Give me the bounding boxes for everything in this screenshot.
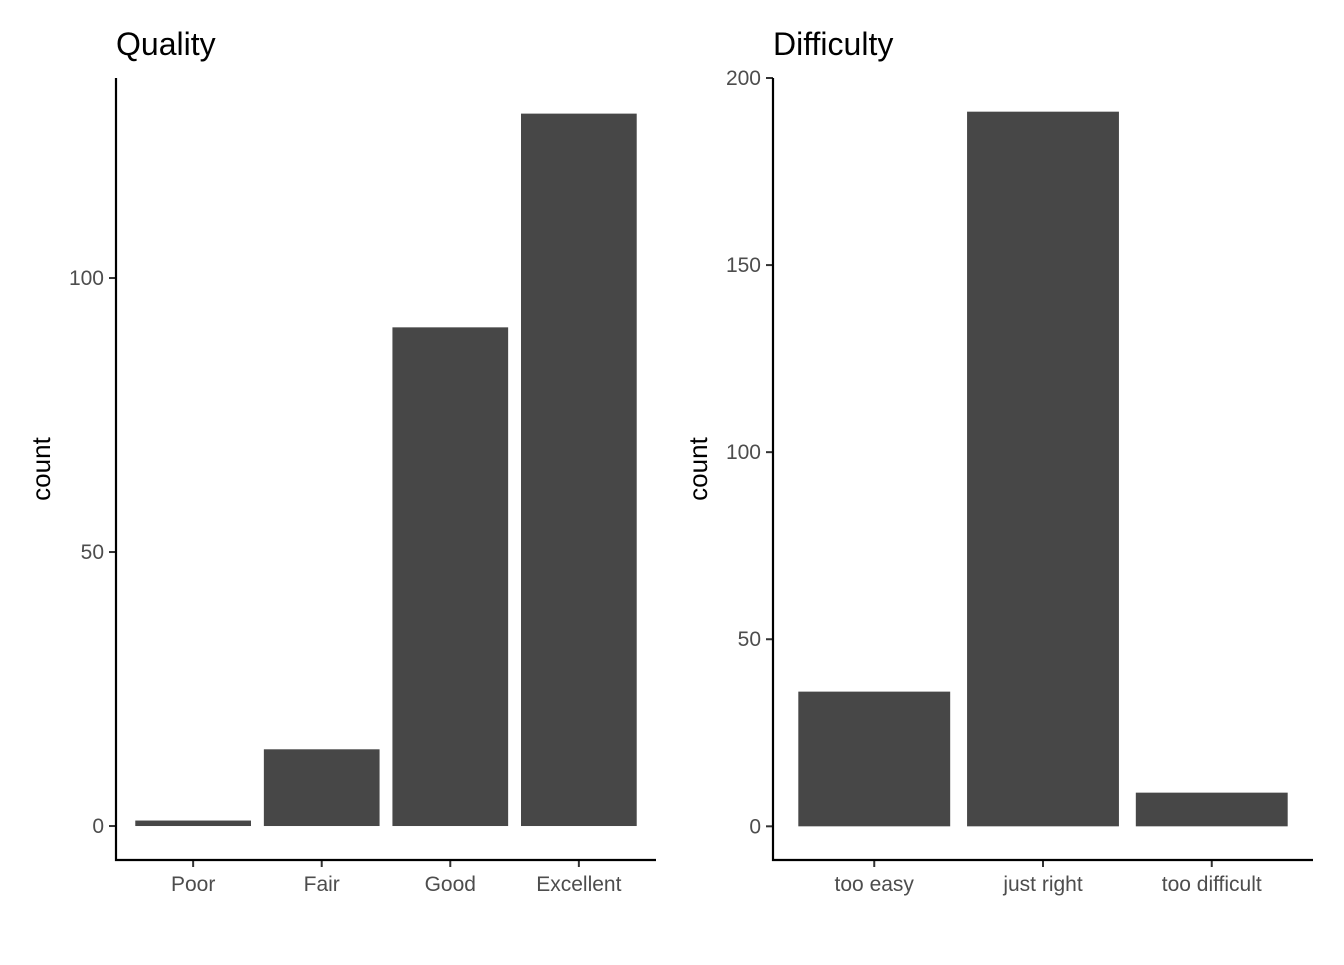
quality-x-ticks: Poor Fair Good Excellent bbox=[171, 860, 622, 896]
quality-axes bbox=[114, 78, 656, 862]
difficulty-y-tick-label: 100 bbox=[726, 441, 761, 464]
difficulty-bar-too-easy bbox=[798, 691, 951, 827]
quality-title: Quality bbox=[116, 26, 216, 62]
quality-y-tick-label: 100 bbox=[69, 267, 104, 290]
quality-y-axis-label: count bbox=[26, 436, 56, 500]
quality-y-tick-label: 50 bbox=[81, 541, 104, 564]
difficulty-x-ticks: too easy just right too difficult bbox=[835, 860, 1262, 896]
quality-y-ticks: 0 50 100 bbox=[69, 267, 116, 838]
difficulty-y-tick-label: 0 bbox=[749, 815, 761, 838]
quality-bar-good bbox=[392, 327, 509, 827]
difficulty-axes bbox=[771, 78, 1313, 862]
quality-x-tick-label-poor: Poor bbox=[171, 873, 215, 896]
difficulty-y-ticks: 0 50 100 150 200 bbox=[726, 67, 773, 838]
difficulty-y-axis-label: count bbox=[683, 436, 713, 500]
quality-y-tick-label: 0 bbox=[92, 815, 104, 838]
quality-x-tick-label-fair: Fair bbox=[304, 873, 340, 896]
difficulty-bars bbox=[798, 111, 1288, 827]
quality-x-tick-label-excellent: Excellent bbox=[536, 873, 621, 896]
difficulty-y-tick-label: 150 bbox=[726, 254, 761, 277]
quality-bar-poor bbox=[135, 820, 251, 827]
difficulty-panel: Difficulty count 0 50 100 150 200 too easy ju… bbox=[683, 26, 1313, 896]
quality-bar-excellent bbox=[521, 113, 637, 827]
quality-bar-fair bbox=[263, 749, 380, 827]
quality-x-tick-label-good: Good bbox=[425, 873, 476, 896]
difficulty-y-tick-label: 200 bbox=[726, 67, 761, 90]
difficulty-bar-too-difficult bbox=[1135, 792, 1288, 827]
difficulty-y-tick-label: 50 bbox=[738, 628, 761, 651]
difficulty-bar-just-right bbox=[967, 111, 1119, 827]
difficulty-x-tick-label-just-right: just right bbox=[1002, 873, 1083, 896]
difficulty-title: Difficulty bbox=[773, 26, 893, 62]
difficulty-x-tick-label-too-easy: too easy bbox=[835, 873, 915, 896]
quality-panel: Quality count 0 50 100 Poor Fair Good Excelle… bbox=[26, 26, 656, 896]
quality-bars bbox=[135, 113, 637, 827]
difficulty-x-tick-label-too-difficult: too difficult bbox=[1162, 873, 1262, 896]
